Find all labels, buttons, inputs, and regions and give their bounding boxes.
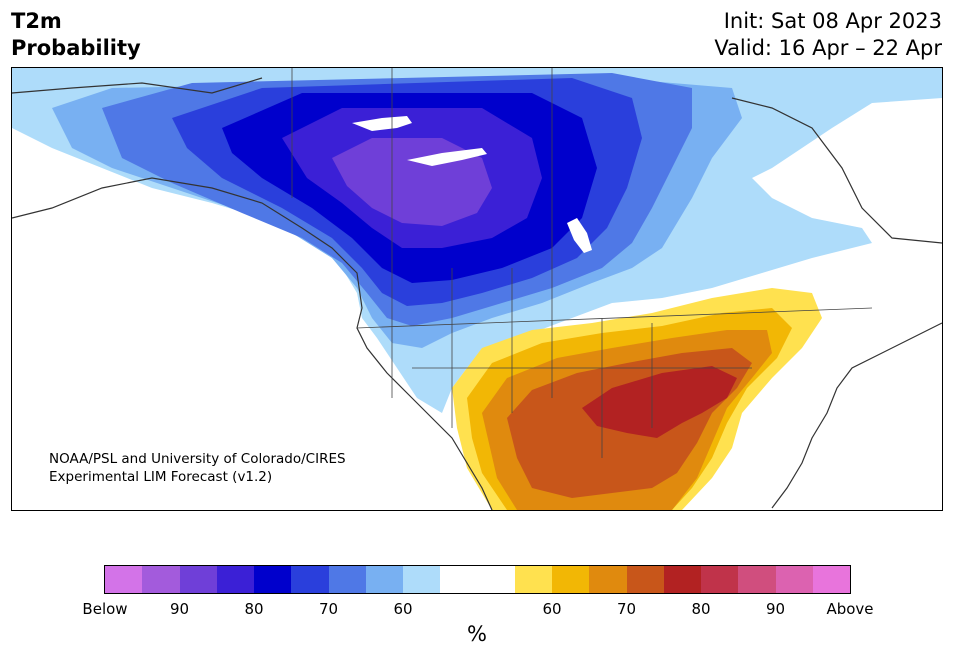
colorbar — [104, 565, 851, 594]
colorbar-tick-label: 60 — [393, 600, 413, 618]
colorbar-unit-label: % — [467, 622, 487, 646]
great-slave-lake — [407, 148, 487, 166]
lake-winnipeg — [567, 218, 592, 253]
colorbar-cell — [328, 566, 366, 593]
colorbar-cell — [589, 566, 627, 593]
colorbar-cell — [626, 566, 664, 593]
colorbar-cell — [775, 566, 813, 593]
colorbar-cell — [552, 566, 590, 593]
great-bear-lake — [352, 116, 412, 131]
map-panel: NOAA/PSL and University of Colorado/CIRE… — [11, 67, 943, 511]
colorbar-cell — [254, 566, 292, 593]
credit-line-1: NOAA/PSL and University of Colorado/CIRE… — [49, 451, 346, 467]
colorbar-tick-label: 90 — [765, 600, 786, 618]
credit-line-2: Experimental LIM Forecast (v1.2) — [49, 469, 273, 485]
valid-date: Valid: 16 Apr – 22 Apr — [714, 36, 942, 60]
colorbar-cell — [403, 566, 441, 593]
colorbar-tick-label: Below — [82, 600, 128, 618]
credit-text: NOAA/PSL and University of Colorado/CIRE… — [49, 450, 346, 486]
colorbar-cell — [738, 566, 776, 593]
colorbar-cell — [142, 566, 180, 593]
colorbar-tick-label: 90 — [169, 600, 190, 618]
colorbar-cell — [701, 566, 739, 593]
colorbar-tick-label: Above — [826, 600, 874, 618]
colorbar-cell — [477, 566, 515, 593]
colorbar-cell — [514, 566, 552, 593]
colorbar-cell — [812, 566, 850, 593]
warm-80-region — [582, 366, 737, 438]
colorbar-tick-label: 80 — [691, 600, 711, 618]
colorbar-cell — [105, 566, 143, 593]
coastlines — [12, 77, 942, 510]
colorbar-cell — [440, 566, 478, 593]
colorbar-cell — [291, 566, 329, 593]
colorbar-tick-label: 70 — [318, 600, 339, 618]
colorbar-tick-label: 70 — [616, 600, 637, 618]
map-title: T2m Probability — [11, 8, 141, 62]
title-line-1: T2m — [11, 9, 62, 33]
title-line-2: Probability — [11, 36, 141, 60]
colorbar-cell — [365, 566, 403, 593]
colorbar-tick-label: 60 — [542, 600, 562, 618]
init-date: Init: Sat 08 Apr 2023 — [723, 9, 942, 33]
colorbar-cell — [216, 566, 254, 593]
date-info: Init: Sat 08 Apr 2023 Valid: 16 Apr – 22… — [714, 8, 942, 62]
state-borders — [291, 68, 873, 458]
probability-map — [12, 68, 942, 510]
colorbar-cell — [179, 566, 217, 593]
colorbar-cell — [663, 566, 701, 593]
colorbar-tick-label: 80 — [244, 600, 264, 618]
